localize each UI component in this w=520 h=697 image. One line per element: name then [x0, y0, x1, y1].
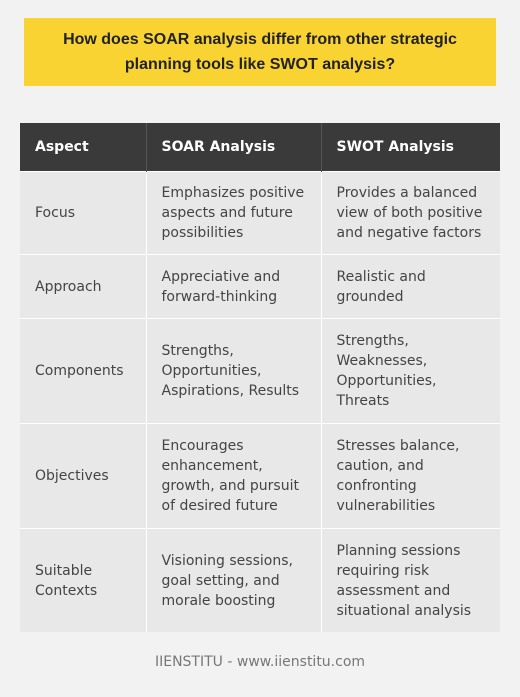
aspect-cell: Suitable Contexts: [20, 528, 147, 632]
aspect-cell: Objectives: [20, 423, 147, 529]
header-soar: SOAR Analysis: [146, 123, 322, 172]
aspect-cell: Approach: [20, 254, 147, 319]
soar-cell: Appreciative and forward-thinking: [146, 254, 322, 319]
page-title: How does SOAR analysis differ from other…: [63, 31, 457, 73]
table-row: Objectives Encourages enhancement, growt…: [20, 423, 500, 529]
table-row: Focus Emphasizes positive aspects and fu…: [20, 171, 500, 255]
aspect-cell: Components: [20, 318, 147, 424]
footer-credit: IIENSTITU - www.iienstitu.com: [154, 654, 366, 670]
table-row: Components Strengths, Opportunities, Asp…: [20, 318, 500, 424]
swot-cell: Realistic and grounded: [321, 254, 500, 319]
swot-cell: Provides a balanced view of both positiv…: [321, 171, 500, 255]
comparison-table: Aspect SOAR Analysis SWOT Analysis Focus…: [20, 123, 500, 632]
table-row: Approach Appreciative and forward-thinki…: [20, 254, 500, 319]
soar-cell: Emphasizes positive aspects and future p…: [146, 171, 322, 255]
swot-cell: Stresses balance, caution, and confronti…: [321, 423, 500, 529]
swot-cell: Strengths, Weaknesses, Opportunities, Th…: [321, 318, 500, 424]
aspect-cell: Focus: [20, 171, 147, 255]
table-header-row: Aspect SOAR Analysis SWOT Analysis: [20, 123, 500, 172]
soar-cell: Visioning sessions, goal setting, and mo…: [146, 528, 322, 632]
soar-cell: Strengths, Opportunities, Aspirations, R…: [146, 318, 322, 424]
table-row: Suitable Contexts Visioning sessions, go…: [20, 528, 500, 632]
title-banner: How does SOAR analysis differ from other…: [24, 18, 496, 86]
soar-cell: Encourages enhancement, growth, and purs…: [146, 423, 322, 529]
header-swot: SWOT Analysis: [321, 123, 500, 172]
swot-cell: Planning sessions requiring risk assessm…: [321, 528, 500, 632]
header-aspect: Aspect: [20, 123, 147, 172]
